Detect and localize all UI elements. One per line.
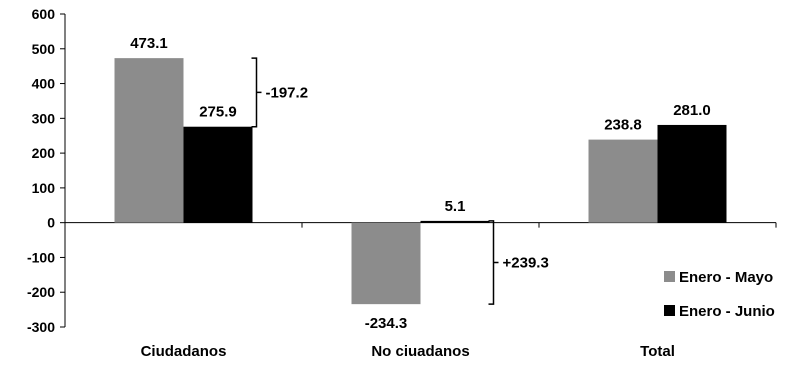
bar-enero-mayo — [588, 139, 658, 223]
y-tick-label: 200 — [32, 145, 56, 161]
y-tick-label: -200 — [27, 284, 55, 300]
data-labels: 473.1 275.9 -234.3 5.1 238.8 281.0 — [130, 35, 711, 332]
y-tick-label: 500 — [32, 41, 56, 57]
data-label: 281.0 — [673, 102, 711, 119]
category-label: No ciuadanos — [371, 343, 469, 360]
y-tick-label: 400 — [32, 76, 56, 92]
y-tick-label: -100 — [27, 249, 55, 265]
y-tick-label: 0 — [47, 215, 55, 231]
legend-swatch — [664, 271, 675, 282]
bar-enero-junio — [657, 124, 727, 223]
category-label: Total — [640, 343, 675, 360]
y-tick-label: 300 — [32, 110, 56, 126]
bar-enero-mayo — [351, 222, 421, 305]
y-tick-label: 100 — [32, 180, 56, 196]
legend-swatch — [664, 305, 675, 316]
category-label: Ciudadanos — [141, 343, 227, 360]
data-label: 238.8 — [604, 117, 642, 134]
axes: 600 500 400 300 200 100 0 -100 -200 -300 Ciudadano… — [27, 6, 777, 360]
bars — [114, 58, 727, 305]
data-label: 275.9 — [199, 104, 237, 121]
data-label: -234.3 — [365, 315, 408, 332]
legend-label: Enero - Junio — [679, 303, 775, 320]
legend-label: Enero - Mayo — [679, 269, 773, 286]
legend: Enero - Mayo Enero - Junio — [664, 269, 775, 320]
data-label: 473.1 — [130, 35, 168, 52]
difference-annotations: -197.2 +239.3 — [251, 57, 549, 305]
y-tick-label: -300 — [27, 319, 55, 335]
data-label: 5.1 — [445, 198, 466, 215]
difference-bracket — [251, 57, 262, 128]
bar-enero-mayo — [114, 58, 184, 223]
difference-label: +239.3 — [503, 255, 549, 272]
bar-enero-junio — [183, 126, 253, 223]
difference-bracket — [488, 220, 499, 305]
bar-enero-junio — [420, 220, 490, 223]
difference-label: -197.2 — [266, 84, 309, 101]
y-tick-label: 600 — [32, 6, 56, 22]
